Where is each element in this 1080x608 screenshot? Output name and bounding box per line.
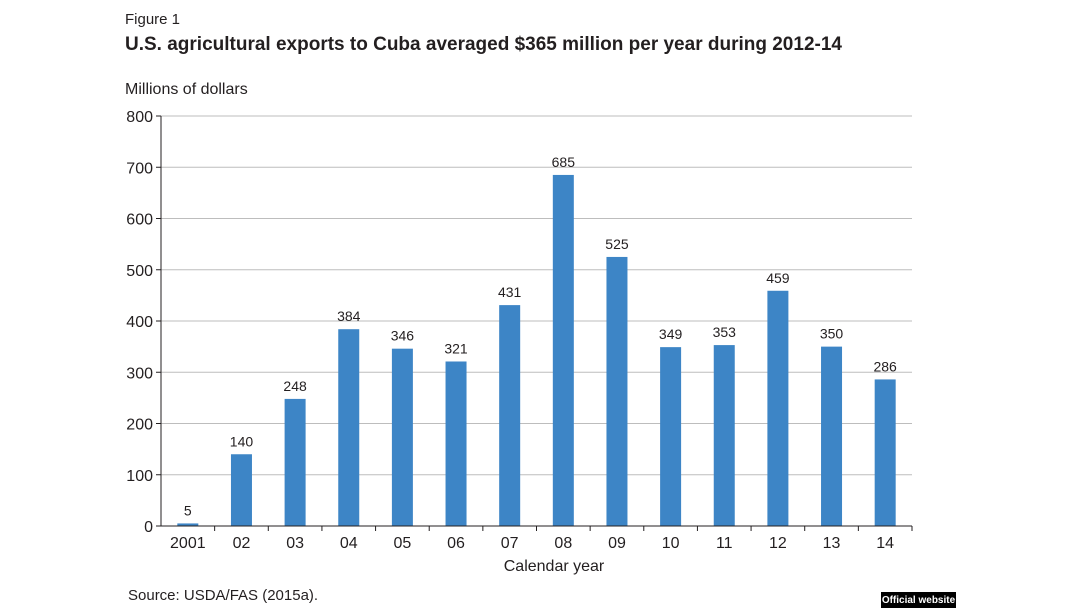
x-tick-label-09: 09 [608,535,626,552]
x-tick-label-03: 03 [286,535,304,552]
data-label-06: 321 [444,340,468,356]
gridlines [161,115,912,476]
data-label-05: 346 [391,328,415,344]
x-tick-label-11: 11 [716,535,733,552]
x-tick-label-12: 12 [769,535,787,552]
bar-11 [713,345,735,526]
bar-09 [606,256,628,526]
bar-14 [874,379,896,526]
x-tick-label-08: 08 [554,535,572,552]
y-tick-label: 100 [126,468,153,485]
y-tick-label: 700 [126,160,153,177]
bar-04 [338,329,360,526]
data-label-07: 431 [498,284,522,300]
bar-02 [230,454,252,526]
x-tick-label-10: 10 [662,535,680,552]
figure-label: Figure 1 [125,11,181,28]
y-axis-label: Millions of dollars [125,81,248,98]
x-tick-label-07: 07 [501,535,519,552]
bar-07 [499,305,521,526]
data-label-13: 350 [820,326,844,342]
data-label-03: 248 [283,378,307,394]
bar-10 [660,347,682,526]
chart-title: U.S. agricultural exports to Cuba averag… [125,34,842,55]
x-tick-label-05: 05 [393,535,411,552]
x-axis-label: Calendar year [504,558,605,575]
bar-13 [821,346,843,526]
bar-2001 [177,523,199,526]
y-tick-label: 800 [126,109,153,126]
y-tick-label: 0 [144,519,153,536]
data-label-14: 286 [873,358,897,374]
y-tick-label: 600 [126,212,153,229]
data-label-10: 349 [659,326,683,342]
x-tick-label-04: 04 [340,535,358,552]
y-tick-label: 500 [126,263,153,280]
data-label-08: 685 [552,154,576,170]
official-website-badge[interactable]: Official website [881,592,956,608]
x-tick-label-02: 02 [233,535,251,552]
data-label-11: 353 [713,324,737,340]
bar-03 [284,398,306,526]
bar-06 [445,361,467,526]
x-tick-label-13: 13 [823,535,841,552]
bar-12 [767,290,789,526]
axes: 0 100 200 300 400 500 600 700 800 2001 02 03 04 05 06 0… [126,109,913,552]
source-note: Source: USDA/FAS (2015a). [128,587,319,604]
bars: 5 140 248 384 346 321 431 685 525 349 353 459 350 286 [177,154,897,526]
data-label-09: 525 [605,236,629,252]
x-tick-label-2001: 2001 [170,535,206,552]
data-label-2001: 5 [184,502,192,518]
data-label-12: 459 [766,270,790,286]
data-label-04: 384 [337,308,361,324]
x-tick-label-06: 06 [447,535,465,552]
data-label-02: 140 [230,433,254,449]
x-tick-label-14: 14 [876,535,894,552]
bar-05 [391,348,413,526]
y-tick-label: 300 [126,365,153,382]
y-tick-label: 200 [126,417,153,434]
y-tick-label: 400 [126,314,153,331]
bar-08 [552,174,574,526]
